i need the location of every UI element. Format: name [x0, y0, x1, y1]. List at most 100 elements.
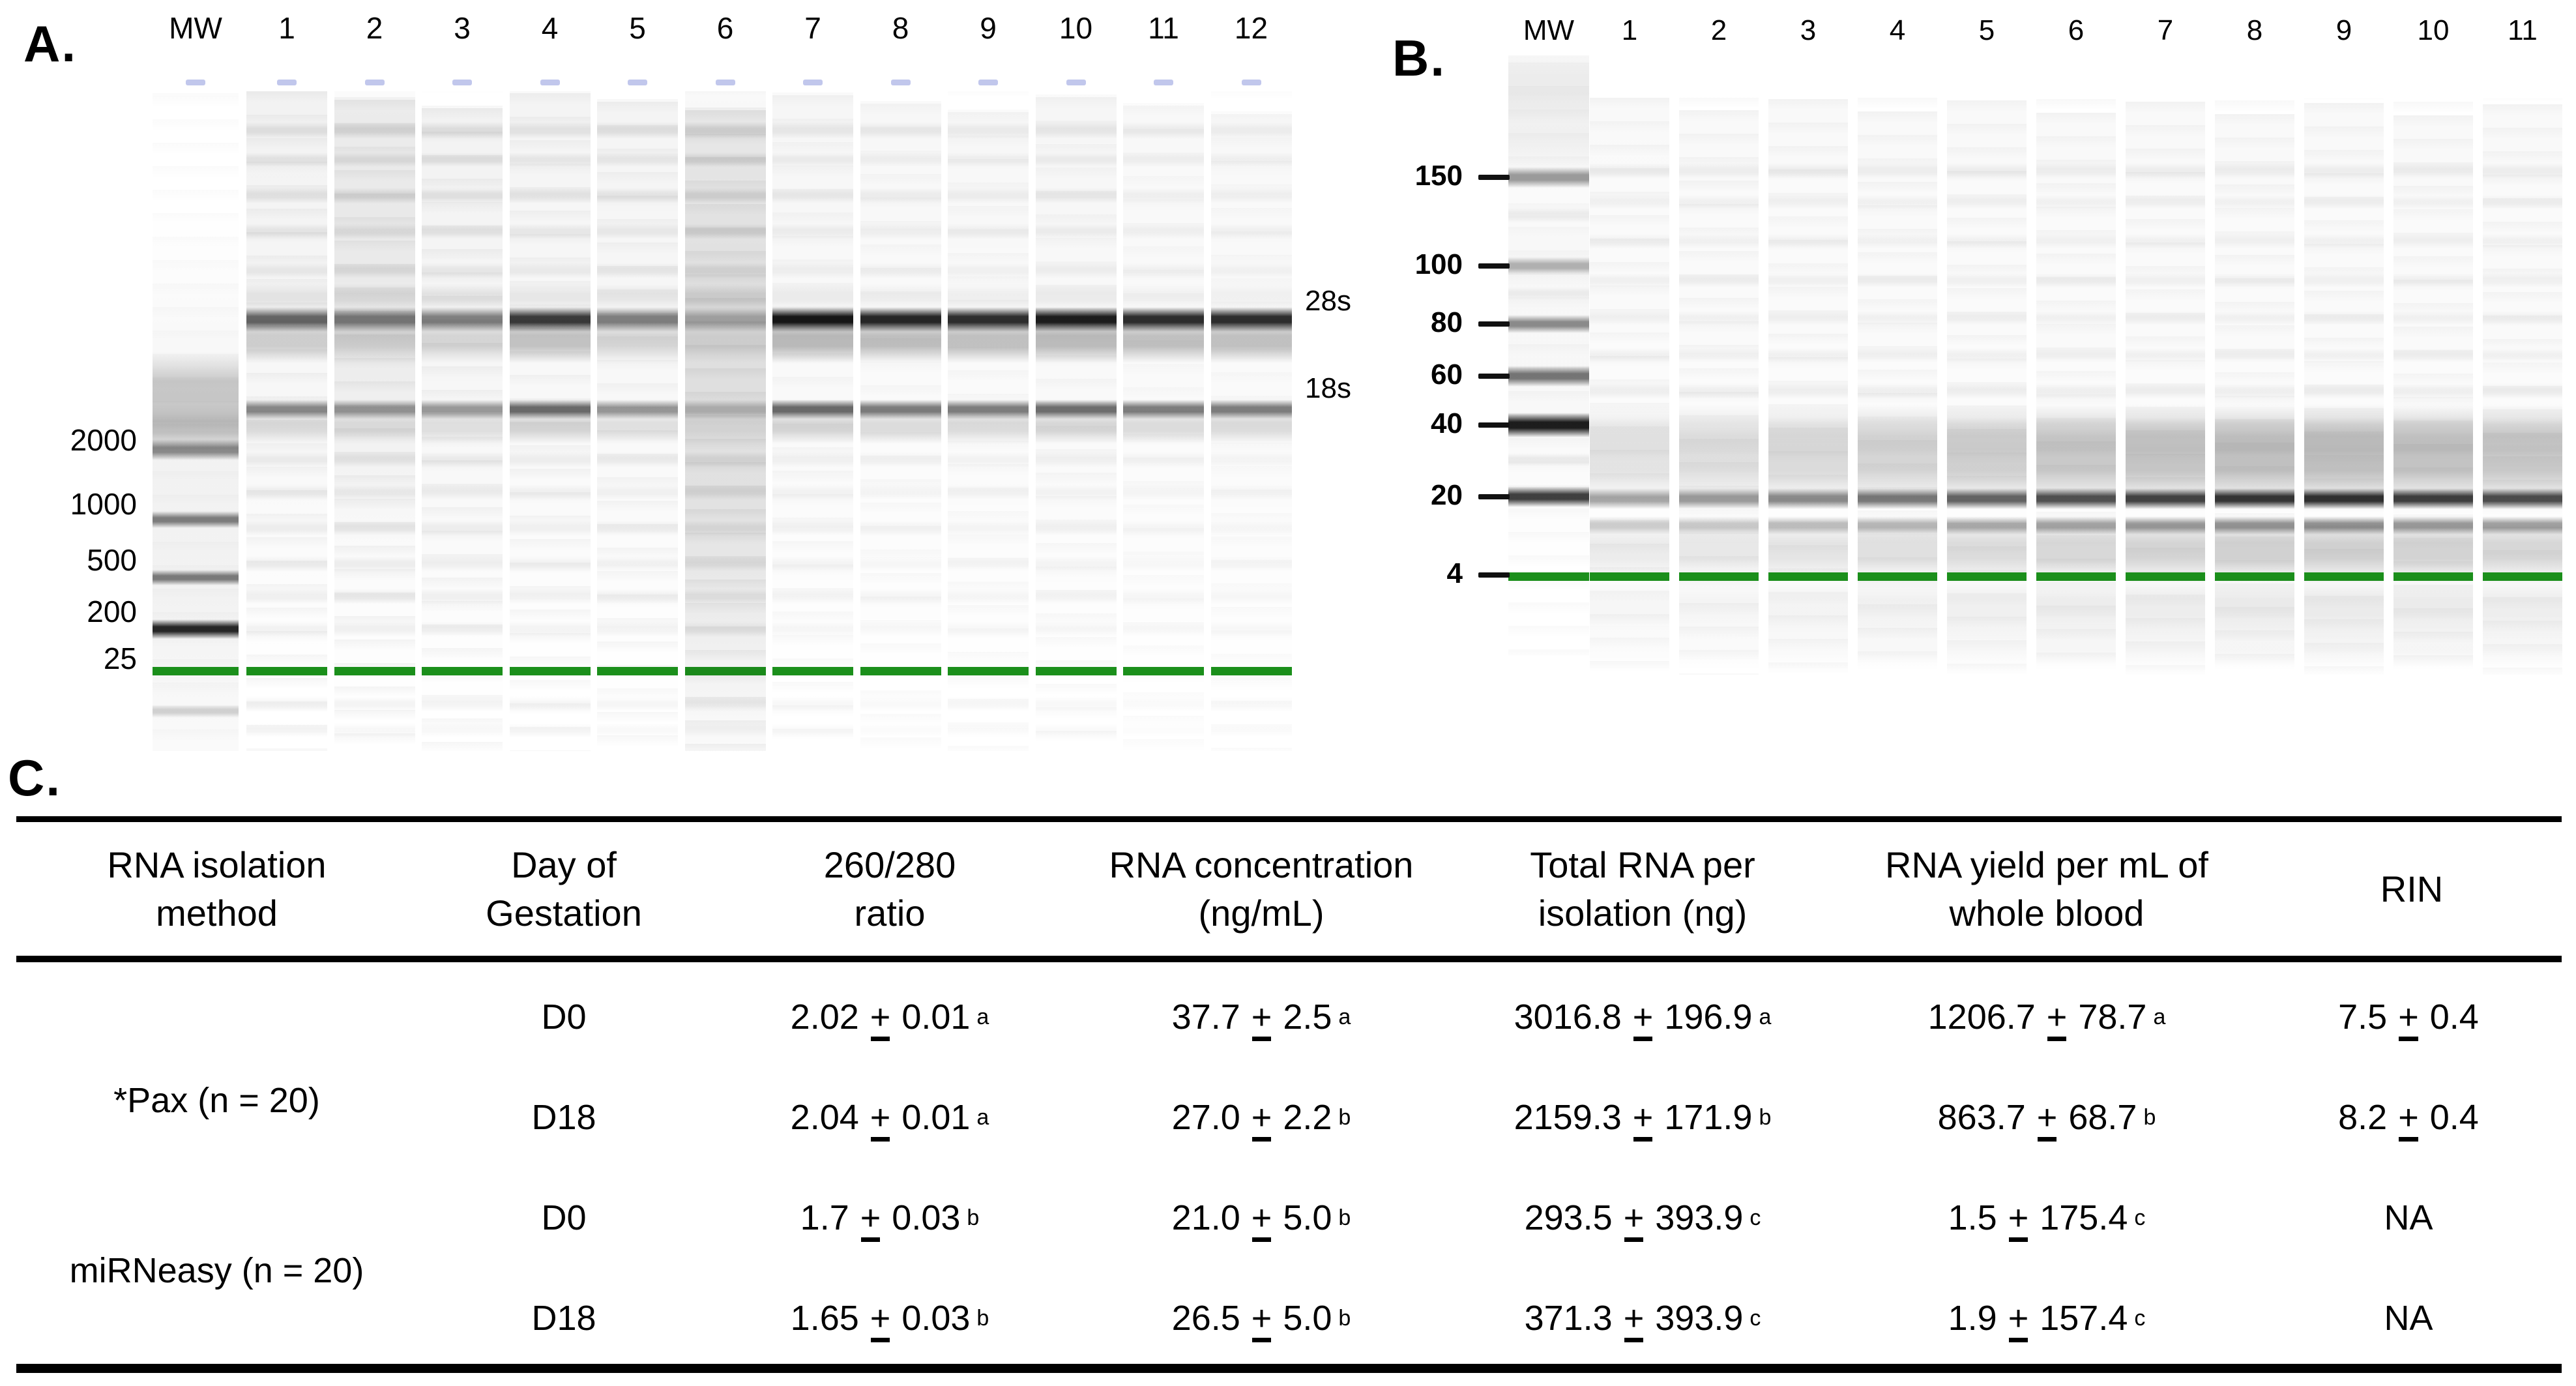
gel-band	[334, 520, 415, 536]
gel-band	[422, 621, 503, 637]
gel-band	[2126, 311, 2205, 325]
gel-band	[1768, 516, 1848, 535]
size-marker-label: 25	[103, 641, 137, 675]
gel-band	[509, 621, 591, 637]
gel-band	[334, 307, 415, 332]
marker-band-green	[1679, 572, 1759, 581]
gel-band	[153, 570, 239, 585]
gel-band	[1035, 400, 1117, 419]
well-marker-tick	[978, 80, 998, 85]
size-marker-label: 2000	[70, 423, 137, 457]
gel-band	[2126, 488, 2205, 509]
gel-band	[2483, 383, 2562, 399]
size-marker-label: 80	[1431, 306, 1463, 338]
gel-band	[1210, 263, 1292, 278]
gel-band	[948, 188, 1029, 203]
gel-band	[597, 319, 678, 363]
gel-band	[1123, 452, 1204, 467]
gel-band	[684, 319, 766, 363]
gel-band	[1679, 348, 1759, 362]
table-cell: 7.5 + 0.4	[2262, 962, 2562, 1063]
lane-label: 8	[2246, 14, 2263, 46]
gel-band	[860, 319, 941, 363]
gel-band	[1035, 153, 1117, 167]
gel-band	[948, 410, 1029, 444]
gel-band	[1035, 621, 1117, 637]
gel-band	[1947, 348, 2027, 362]
gel-band	[684, 484, 766, 500]
marker-band-green	[772, 666, 853, 675]
gel-band	[948, 263, 1029, 278]
gel-band	[1858, 618, 1937, 670]
gel-band	[2483, 404, 2562, 456]
gel-band	[1590, 383, 1669, 399]
gel-band	[1679, 575, 1759, 640]
gel-band	[509, 188, 591, 203]
header-day-of-gestation: Day of Gestation	[417, 822, 710, 962]
lane-label: 11	[2508, 14, 2538, 46]
gel-band	[1590, 234, 1669, 248]
gel-band	[684, 452, 766, 467]
gel-band	[597, 153, 678, 167]
gel-band	[509, 520, 591, 536]
rrna-28s-label: 28s	[1305, 285, 1351, 317]
gel-band	[684, 589, 766, 604]
gel-band	[948, 556, 1029, 572]
gel-band	[860, 153, 941, 167]
table-cell-empty	[16, 962, 417, 1063]
gel-band	[1035, 696, 1117, 712]
gel-band	[597, 589, 678, 604]
gel-band	[1858, 163, 1937, 179]
gel-band	[2393, 488, 2473, 509]
gel-lane	[2126, 98, 2205, 675]
gel-band	[2215, 163, 2294, 179]
gel-band	[860, 556, 941, 572]
gel-band	[1210, 556, 1292, 572]
gel-band	[2036, 404, 2116, 456]
lane-label: 10	[2417, 14, 2450, 46]
well-marker-tick	[452, 80, 472, 85]
gel-band	[2393, 618, 2473, 670]
gel-band	[2304, 273, 2384, 288]
gel-band	[509, 319, 591, 363]
gel-band	[948, 400, 1029, 419]
gel-band	[2483, 273, 2562, 288]
gel-band	[860, 400, 941, 419]
gel-band	[422, 484, 503, 500]
gel-band	[2036, 516, 2116, 535]
gel-band	[2126, 404, 2205, 456]
gel-band	[1508, 88, 1589, 179]
gel-band	[334, 188, 415, 203]
table-cell: 1.9 + 157.4 c	[1948, 1299, 2146, 1342]
gel-band	[1768, 348, 1848, 362]
gel-band	[2304, 195, 2384, 209]
gel-band	[246, 520, 327, 536]
gel-band	[597, 224, 678, 239]
gel-band	[2036, 348, 2116, 362]
gel-band	[246, 556, 327, 572]
gel-band	[1508, 315, 1589, 333]
value: 7.5 + 0.4	[2338, 997, 2479, 1041]
gel-band	[2126, 273, 2205, 288]
gel-band	[422, 153, 503, 167]
gel-band	[1679, 195, 1759, 209]
gel-band	[246, 452, 327, 467]
gel-band	[246, 410, 327, 444]
lane-label: MW	[1523, 14, 1575, 46]
rrna-18s-label: 18s	[1305, 372, 1351, 404]
table-cell: 1.5 + 175.4 c	[1948, 1198, 2146, 1242]
marker-band-green	[1947, 572, 2027, 581]
panel-a-label: A.	[23, 15, 77, 72]
value: 26.5 + 5.0	[1171, 1299, 1332, 1342]
gel-band	[422, 188, 503, 203]
gel-band	[1858, 518, 1937, 583]
gel-band	[684, 91, 766, 751]
header-line: RNA concentration	[1109, 844, 1414, 885]
gel-band	[2215, 311, 2294, 325]
gel-band	[2036, 518, 2116, 583]
gel-band	[1590, 273, 1669, 288]
gel-band	[422, 723, 503, 737]
gel-band	[1679, 383, 1759, 399]
gel-band	[2304, 516, 2384, 535]
gel-band	[509, 589, 591, 604]
